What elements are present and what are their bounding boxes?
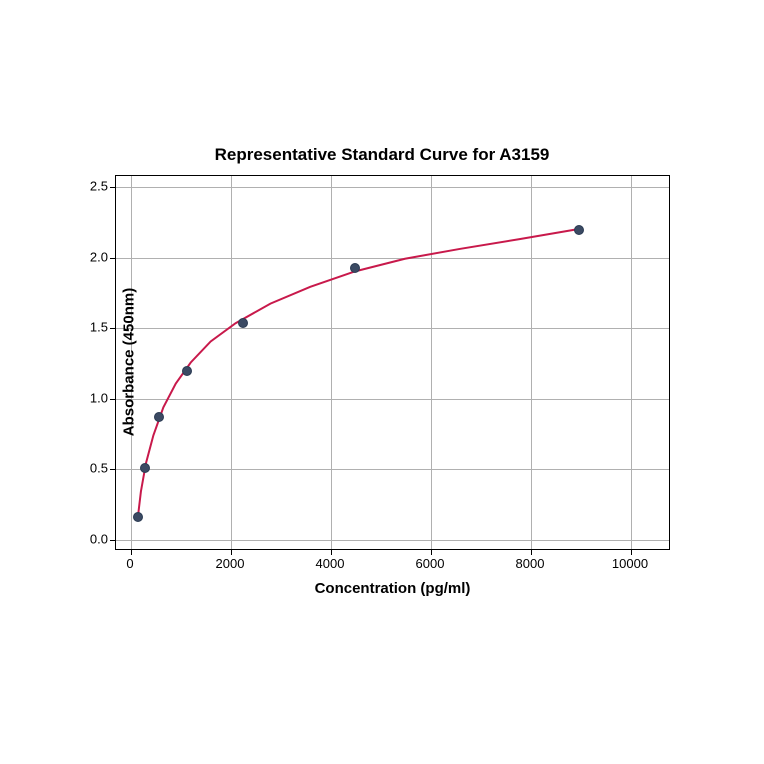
ytick-label: 2.0 <box>90 249 108 264</box>
tick-y <box>110 258 116 259</box>
plot-area <box>115 175 670 550</box>
tick-x <box>231 549 232 555</box>
data-point <box>350 263 360 273</box>
tick-y <box>110 328 116 329</box>
xtick-label: 8000 <box>516 556 545 571</box>
ytick-label: 0.0 <box>90 531 108 546</box>
curve-path <box>138 229 577 516</box>
xtick-label: 0 <box>126 556 133 571</box>
tick-x <box>631 549 632 555</box>
chart-title: Representative Standard Curve for A3159 <box>0 145 764 165</box>
tick-y <box>110 399 116 400</box>
ytick-label: 1.0 <box>90 390 108 405</box>
xtick-label: 2000 <box>216 556 245 571</box>
xtick-label: 10000 <box>612 556 648 571</box>
chart-container: 0200040006000800010000 0.00.51.01.52.02.… <box>115 175 670 550</box>
xtick-label: 4000 <box>316 556 345 571</box>
data-point <box>133 512 143 522</box>
tick-y <box>110 469 116 470</box>
y-axis-label: Absorbance (450nm) <box>121 288 138 436</box>
tick-x <box>531 549 532 555</box>
fitted-curve <box>116 176 669 549</box>
data-point <box>182 366 192 376</box>
xtick-label: 6000 <box>416 556 445 571</box>
ytick-label: 0.5 <box>90 461 108 476</box>
data-point <box>238 318 248 328</box>
x-axis-label: Concentration (pg/ml) <box>115 580 670 597</box>
data-point <box>140 463 150 473</box>
tick-x <box>131 549 132 555</box>
tick-x <box>431 549 432 555</box>
tick-y <box>110 540 116 541</box>
tick-y <box>110 187 116 188</box>
ytick-label: 1.5 <box>90 320 108 335</box>
tick-x <box>331 549 332 555</box>
data-point <box>574 225 584 235</box>
data-point <box>154 412 164 422</box>
ytick-label: 2.5 <box>90 179 108 194</box>
